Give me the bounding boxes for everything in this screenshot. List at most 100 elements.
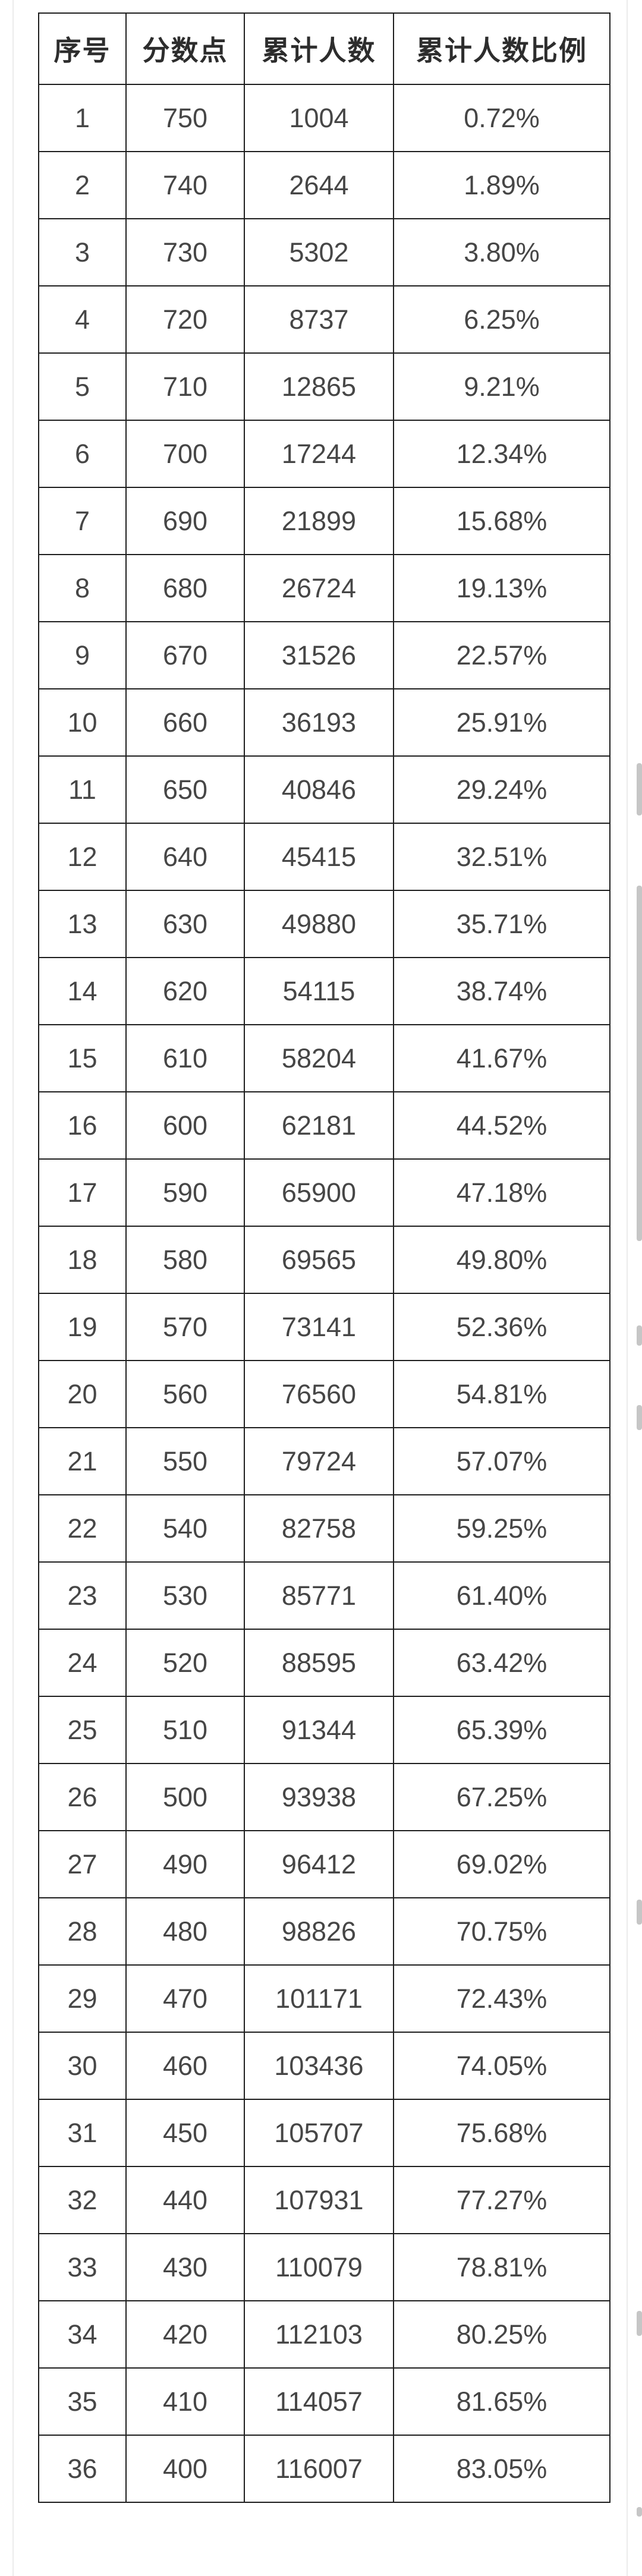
cell-cumulative: 93938 (244, 1763, 394, 1831)
cell-cumulative: 8737 (244, 285, 394, 354)
cell-ratio: 69.02% (393, 1830, 610, 1898)
cell-serial: 34 (38, 2300, 127, 2369)
cell-cumulative: 105707 (244, 2099, 394, 2167)
cell-score: 480 (125, 1897, 245, 1966)
cell-score: 520 (125, 1629, 245, 1697)
table-row: 1 750 1004 0.72% (38, 84, 610, 152)
scrollbar-thumb[interactable] (637, 1325, 642, 1346)
cell-score: 640 (125, 823, 245, 891)
cell-score: 550 (125, 1427, 245, 1495)
cell-serial: 3 (38, 218, 127, 286)
cell-ratio: 47.18% (393, 1158, 610, 1227)
cell-score: 620 (125, 957, 245, 1025)
scrollbar-thumb[interactable] (637, 2507, 642, 2517)
cell-serial: 30 (38, 2032, 127, 2100)
cell-ratio: 19.13% (393, 554, 610, 622)
cell-score: 600 (125, 1091, 245, 1160)
cell-ratio: 12.34% (393, 420, 610, 488)
cell-ratio: 61.40% (393, 1561, 610, 1630)
cell-score: 570 (125, 1293, 245, 1361)
header-cell-ratio: 累计人数比例 (393, 12, 610, 85)
cell-serial: 35 (38, 2367, 127, 2436)
table-body: 1 750 1004 0.72% 2 740 2644 1.89% 3 730 5302 3.80% 4… (38, 84, 610, 2503)
cell-score: 510 (125, 1696, 245, 1764)
cell-ratio: 52.36% (393, 1293, 610, 1361)
table-row: 33 430 110079 78.81% (38, 2233, 610, 2301)
scrollbar-thumb[interactable] (637, 886, 642, 1241)
cell-serial: 36 (38, 2435, 127, 2503)
cell-cumulative: 65900 (244, 1158, 394, 1227)
cell-serial: 15 (38, 1024, 127, 1092)
cell-ratio: 74.05% (393, 2032, 610, 2100)
cell-ratio: 72.43% (393, 1964, 610, 2033)
table-row: 8 680 26724 19.13% (38, 554, 610, 622)
table-row: 11 650 40846 29.24% (38, 755, 610, 824)
cell-score: 720 (125, 285, 245, 354)
cell-ratio: 6.25% (393, 285, 610, 354)
cell-serial: 17 (38, 1158, 127, 1227)
cell-score: 460 (125, 2032, 245, 2100)
table-row: 27 490 96412 69.02% (38, 1830, 610, 1898)
cell-ratio: 83.05% (393, 2435, 610, 2503)
table-row: 9 670 31526 22.57% (38, 621, 610, 689)
cell-cumulative: 76560 (244, 1360, 394, 1428)
cell-serial: 8 (38, 554, 127, 622)
cell-score: 440 (125, 2166, 245, 2234)
cell-cumulative: 40846 (244, 755, 394, 824)
cell-cumulative: 101171 (244, 1964, 394, 2033)
cell-cumulative: 110079 (244, 2233, 394, 2301)
table-row: 18 580 69565 49.80% (38, 1226, 610, 1294)
cell-score: 490 (125, 1830, 245, 1898)
cell-ratio: 22.57% (393, 621, 610, 689)
cell-cumulative: 96412 (244, 1830, 394, 1898)
table-row: 21 550 79724 57.07% (38, 1427, 610, 1495)
cell-cumulative: 45415 (244, 823, 394, 891)
scrollbar-thumb[interactable] (637, 2311, 642, 2336)
table-row: 28 480 98826 70.75% (38, 1897, 610, 1966)
cell-ratio: 38.74% (393, 957, 610, 1025)
cell-score: 630 (125, 890, 245, 958)
cell-cumulative: 17244 (244, 420, 394, 488)
table-row: 26 500 93938 67.25% (38, 1763, 610, 1831)
cell-serial: 6 (38, 420, 127, 488)
cell-serial: 9 (38, 621, 127, 689)
cell-cumulative: 98826 (244, 1897, 394, 1966)
scrollbar-thumb[interactable] (637, 1405, 642, 1430)
scrollbar-thumb[interactable] (637, 763, 642, 815)
table-header: 序号 分数点 累计人数 累计人数比例 (38, 12, 610, 85)
cell-serial: 4 (38, 285, 127, 354)
cell-score: 690 (125, 487, 245, 555)
content-left-edge-line (12, 0, 14, 2576)
cell-ratio: 78.81% (393, 2233, 610, 2301)
table-row: 7 690 21899 15.68% (38, 487, 610, 555)
cell-cumulative: 73141 (244, 1293, 394, 1361)
table-row: 34 420 112103 80.25% (38, 2300, 610, 2369)
cell-score: 470 (125, 1964, 245, 2033)
cell-score: 610 (125, 1024, 245, 1092)
cell-ratio: 63.42% (393, 1629, 610, 1697)
score-distribution-table: 序号 分数点 累计人数 累计人数比例 1 750 1004 0.72% 2 740 2644… (38, 12, 610, 2503)
cell-cumulative: 26724 (244, 554, 394, 622)
cell-score: 680 (125, 554, 245, 622)
cell-ratio: 15.68% (393, 487, 610, 555)
table-row: 2 740 2644 1.89% (38, 151, 610, 219)
scrollbar-track[interactable] (636, 0, 642, 2576)
cell-serial: 2 (38, 151, 127, 219)
cell-ratio: 29.24% (393, 755, 610, 824)
cell-ratio: 41.67% (393, 1024, 610, 1092)
cell-score: 560 (125, 1360, 245, 1428)
cell-cumulative: 82758 (244, 1494, 394, 1563)
cell-cumulative: 2644 (244, 151, 394, 219)
scrollbar-thumb[interactable] (637, 1900, 642, 1925)
cell-serial: 7 (38, 487, 127, 555)
cell-score: 450 (125, 2099, 245, 2167)
table-row: 30 460 103436 74.05% (38, 2032, 610, 2100)
cell-ratio: 67.25% (393, 1763, 610, 1831)
cell-serial: 25 (38, 1696, 127, 1764)
table-row: 36 400 116007 83.05% (38, 2435, 610, 2503)
cell-serial: 33 (38, 2233, 127, 2301)
cell-serial: 16 (38, 1091, 127, 1160)
cell-score: 750 (125, 84, 245, 152)
cell-serial: 1 (38, 84, 127, 152)
cell-ratio: 44.52% (393, 1091, 610, 1160)
